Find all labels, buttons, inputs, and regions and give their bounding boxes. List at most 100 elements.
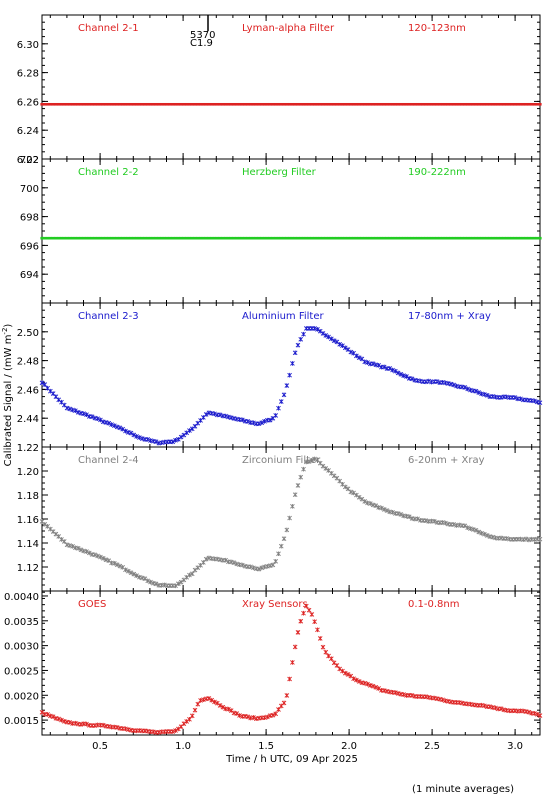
y-tick-label: 0.0030 [4,642,39,653]
data-point [398,372,404,377]
data-point [84,549,89,554]
data-point [342,345,348,351]
data-point [273,711,279,717]
data-point [173,437,178,443]
panel-filter-name: Lyman-alpha Filter [242,23,335,34]
data-point [98,554,103,560]
data-point [84,721,89,727]
data-point [468,387,473,393]
data-point [295,483,301,488]
event-marker: 5370 C1.9 [190,15,215,49]
data-point [278,543,284,549]
data-point [184,574,189,580]
panel-frame [41,158,541,304]
data-point [187,572,192,578]
panel-filter-name: Zirconium Filter [242,455,321,466]
data-point [373,503,379,509]
y-tick-label: 6.22 [17,155,39,166]
panel-channel-2-1: 6.22 6.24 6.26 6.28 6.30 Channel 2-1 Lyman-alp… [17,14,542,166]
data-point [64,405,70,411]
data-point [98,417,103,423]
data-point [92,552,98,558]
data-point [331,338,337,344]
data-point [448,381,454,387]
data-point [498,706,504,711]
y-tick-label: 0.0040 [4,592,39,603]
data-point [482,392,487,397]
data-point [48,388,53,394]
y-tick-label: 6.26 [17,97,39,108]
data-point [114,424,120,430]
data-point [123,428,128,434]
data-point [290,660,295,665]
data-point [426,378,432,384]
data-point [532,398,537,404]
data-point [482,703,487,709]
data-point [315,627,320,633]
data-point [109,422,114,427]
data-point [354,677,359,683]
data-point [431,518,437,524]
data-point [50,714,56,720]
data-point [273,558,279,564]
data-point [326,334,331,340]
y-axis-label-exponent: -2 [1,328,9,335]
panel-goes: 0.0015 0.0020 0.0025 0.0030 0.0035 0.0040 GOES… [4,590,543,736]
data-point [273,413,279,418]
data-point [276,405,281,411]
data-point [145,437,151,442]
data-point [117,563,123,569]
y-axis-label-close: ) [3,324,14,328]
data-point [223,557,228,563]
data-point [123,567,128,573]
data-point [184,719,189,724]
data-point [206,696,212,701]
data-point [393,368,398,374]
y-tick-label: 0.0015 [4,716,39,727]
panels-group: 6.22 6.24 6.26 6.28 6.30 Channel 2-1 Lyman-alp… [4,14,543,752]
panel-channel-name: Channel 2-2 [78,167,139,178]
data-point [393,690,398,695]
data-point [284,693,290,698]
data-point [100,722,106,728]
data-point [315,327,320,332]
data-point [259,565,265,571]
data-point [245,419,251,424]
panel-filter-name: Herzberg Filter [242,167,317,178]
data-point [290,504,295,509]
y-tick-label: 1.20 [17,467,39,478]
data-point [131,432,137,438]
data-point [351,490,356,496]
data-point [278,399,284,404]
data-point [348,489,354,495]
panel-filter-name: Xray Sensors [242,599,308,610]
data-point [367,683,373,688]
panel-frame [41,590,541,736]
data-point [217,703,223,708]
data-point [534,711,540,717]
data-point [354,353,359,359]
data-point [134,434,139,439]
panel-band: 6-20nm + Xray [408,455,485,466]
data-point [290,361,295,366]
data-point [381,507,387,512]
data-point [176,581,181,587]
y-tick-label: 0.0025 [4,666,39,677]
data-point [468,526,473,531]
data-point [345,672,351,677]
y-tick-label: 1.12 [17,563,39,574]
footnote: (1 minute averages) [412,784,514,795]
data-point [145,578,151,584]
data-point [95,416,100,421]
data-point [409,693,415,698]
data-point [220,704,226,710]
data-point [209,697,215,703]
x-tick-label: 2.5 [424,741,440,752]
data-point [306,607,312,613]
data-point [451,522,457,527]
data-point [292,492,298,497]
data-point [56,716,62,722]
data-point [440,697,445,703]
data-point [178,434,184,440]
data-point [89,414,95,419]
